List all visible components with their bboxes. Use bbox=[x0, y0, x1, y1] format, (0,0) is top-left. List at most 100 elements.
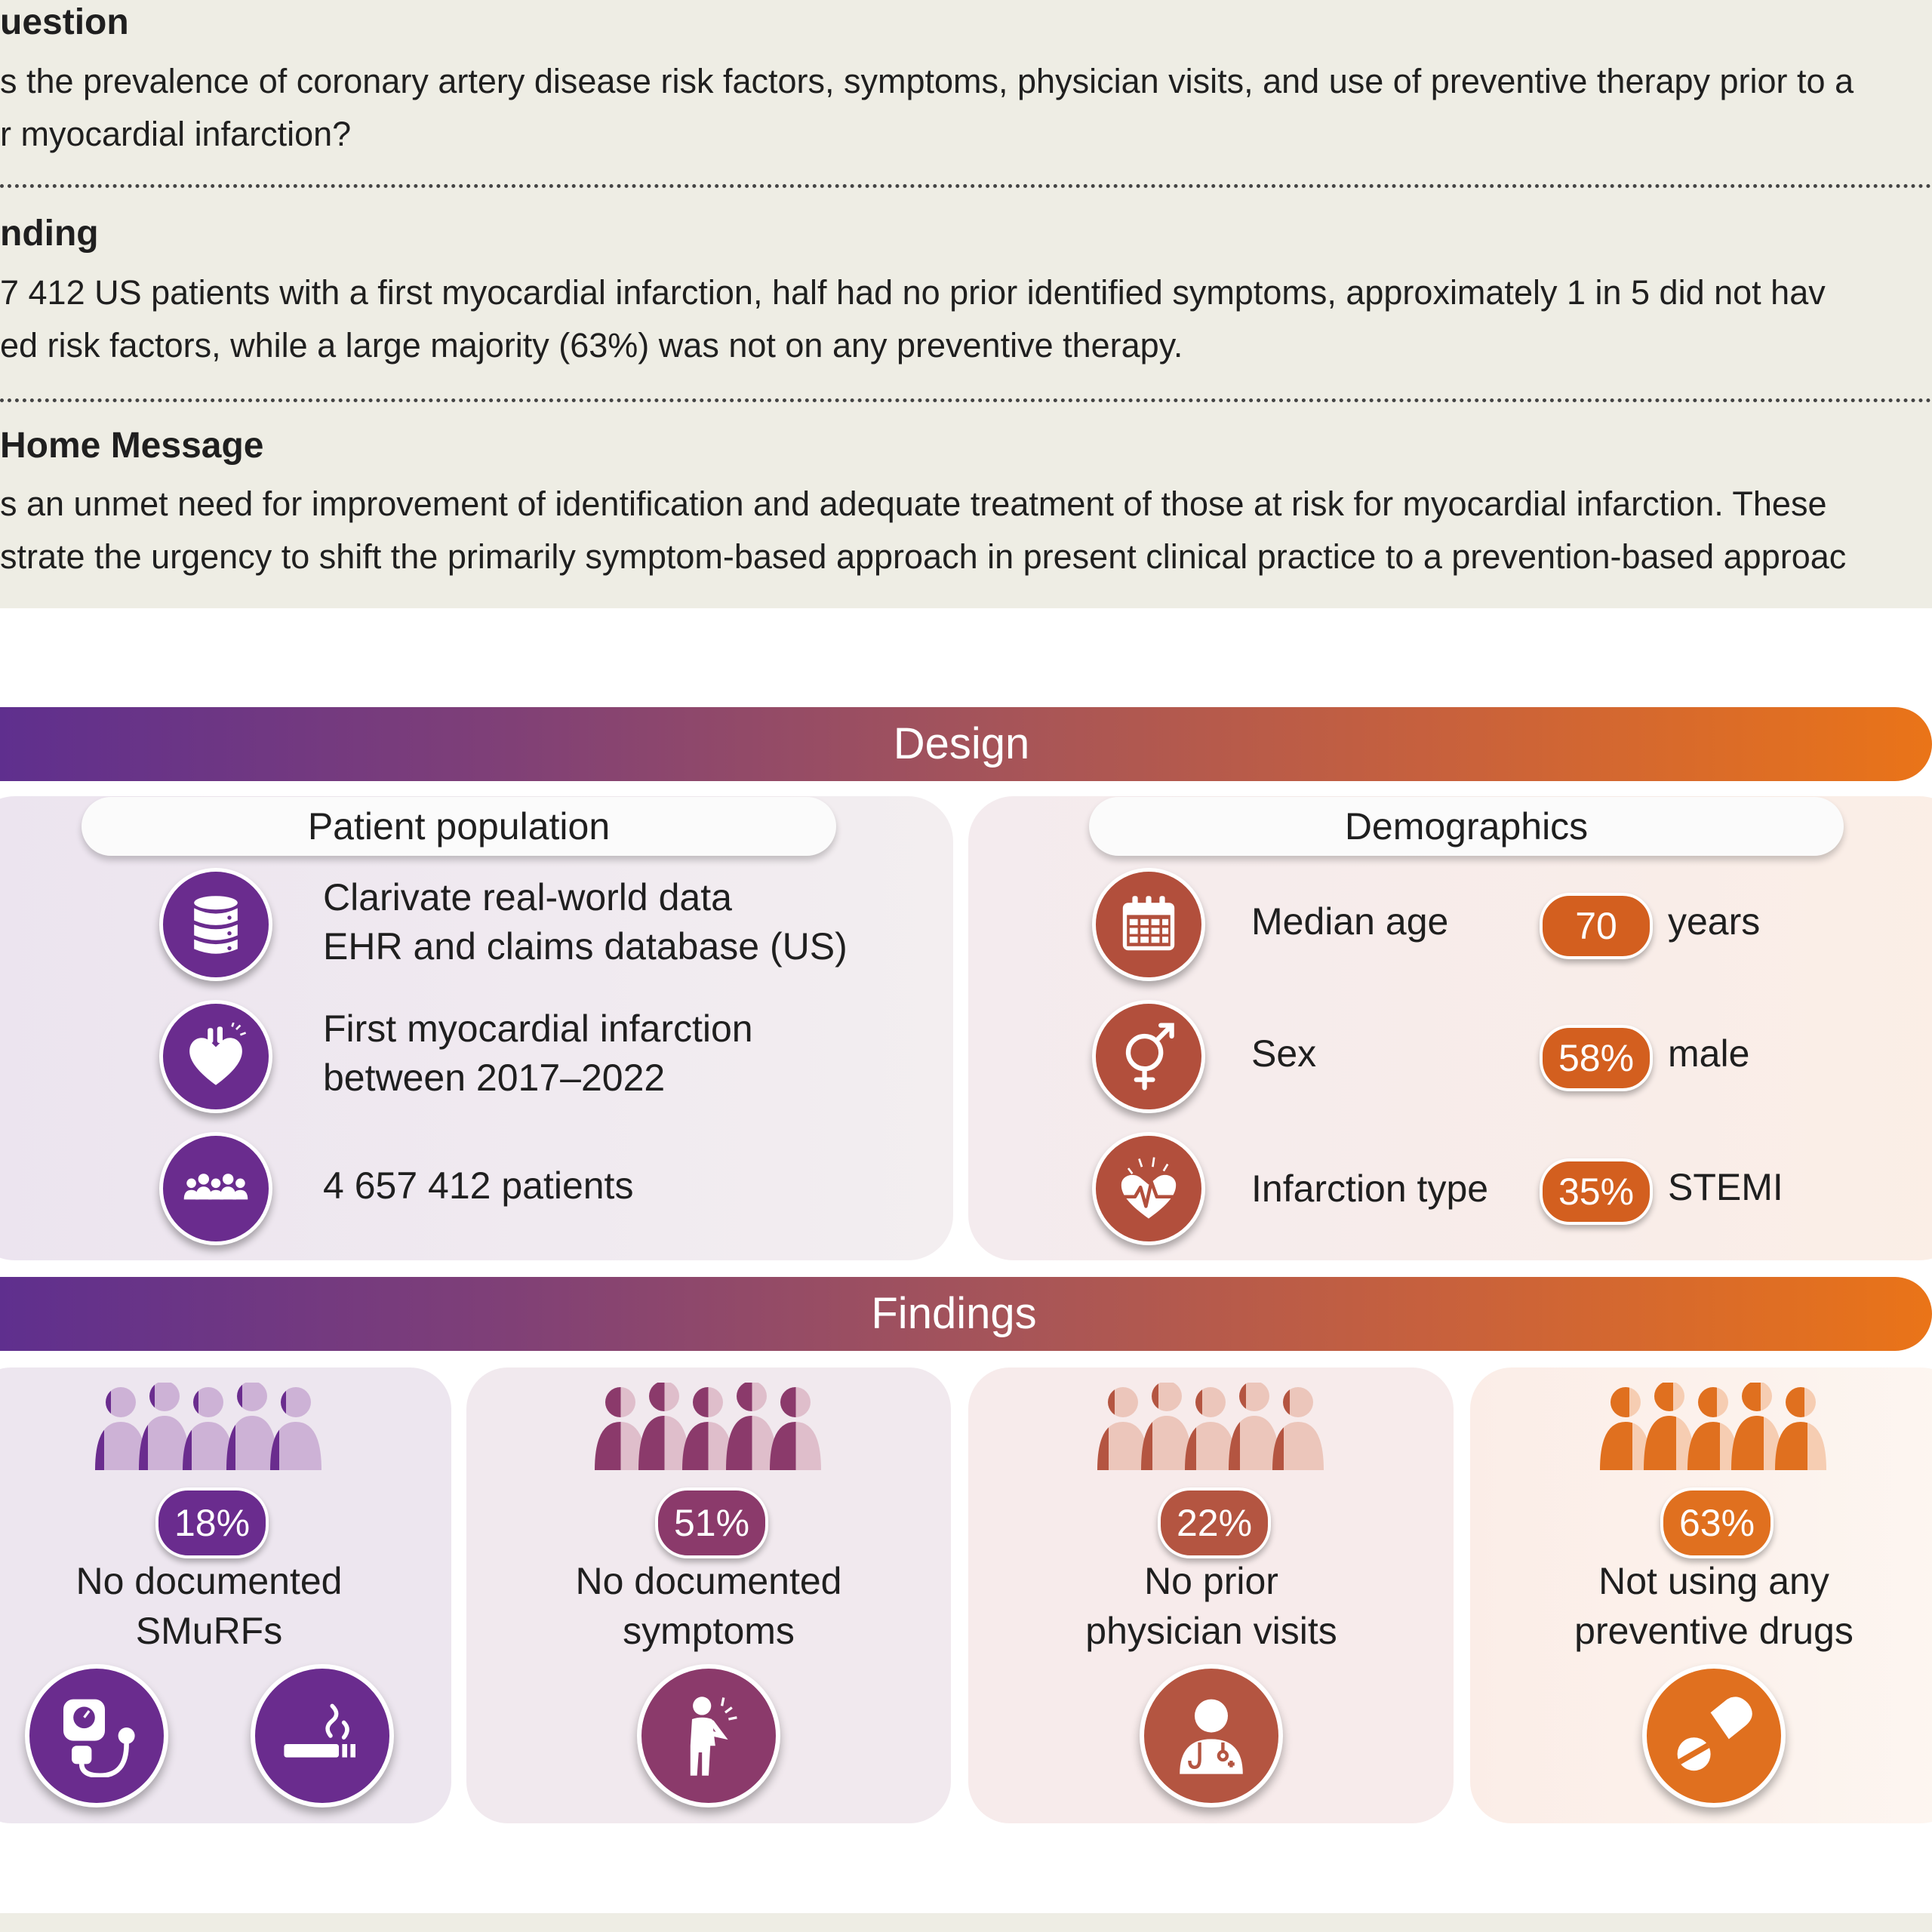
person-body bbox=[1185, 1422, 1236, 1470]
person-head bbox=[649, 1383, 679, 1411]
person-head bbox=[281, 1387, 311, 1417]
finding-line-2: ed risk factors, while a large majority … bbox=[0, 326, 1183, 365]
infarction-type-unit: STEMI bbox=[1668, 1166, 1783, 1208]
person-body bbox=[726, 1416, 777, 1470]
person-body bbox=[1097, 1422, 1149, 1470]
person-body bbox=[95, 1422, 146, 1470]
person-head bbox=[193, 1387, 223, 1417]
person-head bbox=[737, 1383, 767, 1411]
population-source-line-1: Clarivate real-world data bbox=[323, 876, 732, 918]
person-body bbox=[1731, 1416, 1783, 1470]
population-source: Clarivate real-world data EHR and claims… bbox=[323, 873, 848, 971]
physician-visits-percent: 22% bbox=[1158, 1487, 1271, 1558]
population-criteria-line-1: First myocardial infarction bbox=[323, 1008, 753, 1050]
patient-population-heading: Patient population bbox=[82, 797, 836, 856]
people-figures bbox=[1600, 1383, 1826, 1470]
person-head bbox=[237, 1383, 267, 1411]
preventive-drugs-percent: 63% bbox=[1660, 1487, 1774, 1558]
preventive-drugs-label-line-2: preventive drugs bbox=[1574, 1610, 1854, 1652]
infarction-type-value: 35% bbox=[1540, 1158, 1653, 1225]
person-body bbox=[1272, 1422, 1324, 1470]
bottom-band bbox=[0, 1913, 1932, 1932]
person-body bbox=[638, 1416, 690, 1470]
sex-unit: male bbox=[1668, 1032, 1750, 1075]
patient-population-panel bbox=[0, 796, 953, 1260]
physician-visits-label-line-2: physician visits bbox=[1085, 1610, 1337, 1652]
question-heading: uestion bbox=[0, 2, 129, 42]
findings-title: Findings bbox=[871, 1289, 1037, 1338]
person-head bbox=[1239, 1383, 1269, 1411]
design-banner: Design bbox=[0, 707, 1932, 781]
take-home-line-2: strate the urgency to shift the primaril… bbox=[0, 537, 1847, 576]
take-home-heading: Home Message bbox=[0, 426, 264, 466]
people-fraction-icon bbox=[95, 1383, 321, 1470]
symptoms-label-line-1: No documented bbox=[575, 1560, 842, 1602]
heartbeat-icon bbox=[1092, 1132, 1205, 1245]
physician-visits-label: No prior physician visits bbox=[1000, 1556, 1423, 1656]
person-head bbox=[1152, 1383, 1182, 1411]
summary-block: uestion s the prevalence of coronary art… bbox=[0, 0, 1932, 608]
person-body bbox=[1600, 1422, 1651, 1470]
smurfs-label: No documented SMuRFs bbox=[0, 1556, 420, 1656]
people-fraction-icon bbox=[595, 1383, 821, 1470]
person-body bbox=[1687, 1422, 1739, 1470]
person-head bbox=[780, 1387, 811, 1417]
person-head bbox=[693, 1387, 723, 1417]
sex-label: Sex bbox=[1251, 1032, 1317, 1075]
demographics-heading: Demographics bbox=[1089, 797, 1844, 856]
person-body bbox=[1775, 1422, 1826, 1470]
smurfs-label-line-1: No documented bbox=[75, 1560, 343, 1602]
blood-pressure-monitor-icon bbox=[25, 1664, 168, 1807]
person-head bbox=[1283, 1387, 1313, 1417]
person-head bbox=[106, 1387, 136, 1417]
calendar-icon bbox=[1092, 868, 1205, 981]
median-age-unit: years bbox=[1668, 900, 1761, 943]
person-body bbox=[1229, 1416, 1280, 1470]
heart-icon bbox=[159, 1000, 272, 1113]
person-body bbox=[270, 1422, 321, 1470]
finding-line-1: 7 412 US patients with a first myocardia… bbox=[0, 273, 1826, 312]
symptoms-label-line-2: symptoms bbox=[623, 1610, 795, 1652]
person-head bbox=[149, 1383, 180, 1411]
person-head bbox=[1742, 1383, 1772, 1411]
question-line-1: s the prevalence of coronary artery dise… bbox=[0, 62, 1854, 100]
people-fraction-icon bbox=[1600, 1383, 1826, 1470]
pill-icon bbox=[1642, 1664, 1786, 1807]
physician-visits-label-line-1: No prior bbox=[1144, 1560, 1278, 1602]
preventive-drugs-label-line-1: Not using any bbox=[1598, 1560, 1829, 1602]
chest-pain-person-icon bbox=[637, 1664, 780, 1807]
population-source-line-2: EHR and claims database (US) bbox=[323, 925, 848, 968]
person-head bbox=[1611, 1387, 1641, 1417]
person-body bbox=[139, 1416, 190, 1470]
person-body bbox=[770, 1422, 821, 1470]
question-line-2: r myocardial infarction? bbox=[0, 115, 352, 153]
people-figures bbox=[595, 1383, 821, 1470]
design-title: Design bbox=[893, 719, 1030, 768]
population-criteria-line-2: between 2017–2022 bbox=[323, 1057, 666, 1099]
person-body bbox=[226, 1416, 278, 1470]
smurfs-percent: 18% bbox=[155, 1487, 269, 1558]
sex-value: 58% bbox=[1540, 1025, 1653, 1091]
patient-count: 4 657 412 patients bbox=[323, 1164, 634, 1207]
preventive-drugs-label: Not using any preventive drugs bbox=[1503, 1556, 1925, 1656]
divider bbox=[0, 398, 1932, 402]
divider bbox=[0, 184, 1932, 188]
symptoms-percent: 51% bbox=[655, 1487, 768, 1558]
sex-symbol-icon bbox=[1092, 1000, 1205, 1113]
person-body bbox=[1141, 1416, 1192, 1470]
median-age-value: 70 bbox=[1540, 893, 1653, 959]
person-head bbox=[1698, 1387, 1728, 1417]
person-body bbox=[595, 1422, 646, 1470]
doctor-icon bbox=[1140, 1664, 1283, 1807]
smurfs-label-line-2: SMuRFs bbox=[135, 1610, 283, 1652]
person-head bbox=[1786, 1387, 1816, 1417]
database-icon bbox=[159, 868, 272, 981]
population-criteria: First myocardial infarction between 2017… bbox=[323, 1004, 753, 1103]
people-group-icon bbox=[159, 1132, 272, 1245]
infarction-type-label: Infarction type bbox=[1251, 1168, 1489, 1210]
median-age-label: Median age bbox=[1251, 900, 1449, 943]
person-body bbox=[1644, 1416, 1695, 1470]
person-body bbox=[183, 1422, 234, 1470]
finding-heading: nding bbox=[0, 214, 99, 254]
person-head bbox=[1654, 1383, 1684, 1411]
